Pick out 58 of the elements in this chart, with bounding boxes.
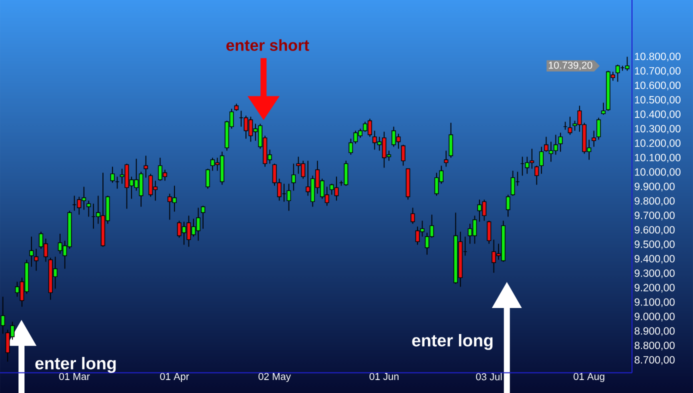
x-tick-label: 01 Jun <box>370 372 399 380</box>
y-tick-label: 10.500,00 <box>635 96 680 105</box>
candlestick <box>568 116 572 136</box>
candlestick <box>596 117 601 140</box>
x-tick-label: 01 Mar <box>59 372 90 380</box>
y-tick-label: 10.400,00 <box>635 110 680 120</box>
y-tick-label: 10.600,00 <box>635 82 680 90</box>
y-tick-label: 9.400,00 <box>634 255 675 264</box>
y-tick-label: 10.100,00 <box>635 154 680 163</box>
candlestick <box>286 183 291 212</box>
y-tick-label: 9.000,00 <box>634 312 675 322</box>
x-tick-label: 03 Jul <box>476 372 502 380</box>
candlestick <box>206 168 210 190</box>
candlestick <box>558 132 563 152</box>
annotation: enter long <box>35 356 116 373</box>
x-tick-label: 02 May <box>258 372 291 382</box>
y-tick-label: 10.700,00 <box>635 67 680 76</box>
candlestick <box>486 220 492 244</box>
y-tick-label: 10.800,00 <box>635 52 680 62</box>
y-tick-label: 9.200,00 <box>634 284 675 293</box>
y-tick-label: 10.000,00 <box>635 168 680 177</box>
candlestick <box>86 200 91 218</box>
candlestick <box>510 170 516 196</box>
candlestick <box>110 166 115 184</box>
candlestick <box>144 155 148 178</box>
candlestick <box>29 236 34 268</box>
y-tick-label: 8.800,00 <box>634 342 675 350</box>
y-tick-label: 9.600,00 <box>634 226 675 235</box>
annotation: enter long <box>412 334 493 350</box>
candlestick <box>592 130 596 148</box>
candlestick <box>291 163 296 192</box>
candlestick <box>601 102 606 116</box>
y-tick-label: 9.100,00 <box>634 298 675 308</box>
candlestick <box>506 194 510 218</box>
x-tick-label: 01 Aug <box>574 372 604 382</box>
y-tick-label: 9.800,00 <box>634 197 675 206</box>
y-tick-label: 9.500,00 <box>634 240 675 250</box>
candlestick <box>0 296 6 334</box>
y-tick-label: 8.900,00 <box>634 327 675 336</box>
y-tick-label: 10.200,00 <box>635 139 680 148</box>
candlestick <box>344 160 348 186</box>
y-tick-label: 10.300,00 <box>635 124 680 134</box>
y-tick-label: 8.700,00 <box>634 356 675 365</box>
y-tick-label: 9.700,00 <box>634 212 675 220</box>
candlestick <box>410 207 415 224</box>
candlestick <box>534 165 539 186</box>
y-tick-label: 9.300,00 <box>634 269 675 278</box>
annotation: 10.739,20 <box>548 62 592 70</box>
candlestick <box>401 144 406 166</box>
annotation: enter short <box>226 39 310 51</box>
candlestick <box>348 138 353 156</box>
y-tick-label: 9.900,00 <box>634 182 675 192</box>
candlestick <box>444 150 448 168</box>
x-tick-label: 01 Apr <box>160 372 190 382</box>
candlestick <box>539 146 544 174</box>
candlestick <box>34 248 38 272</box>
candlestick <box>448 122 454 158</box>
candlestick <box>200 205 206 230</box>
